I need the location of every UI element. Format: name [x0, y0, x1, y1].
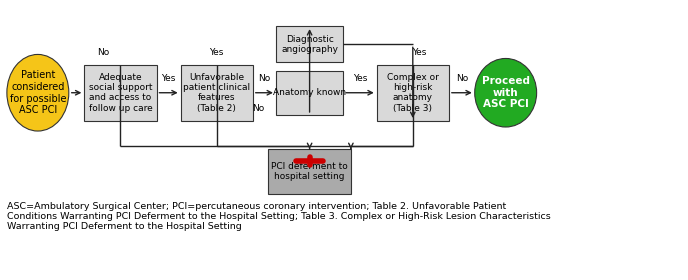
Ellipse shape [475, 59, 537, 127]
FancyBboxPatch shape [268, 149, 351, 193]
FancyBboxPatch shape [180, 64, 253, 121]
Text: Patient
considered
for possible
ASC PCI: Patient considered for possible ASC PCI [10, 70, 66, 115]
Text: Proceed
with
ASC PCI: Proceed with ASC PCI [482, 76, 530, 109]
Text: Yes: Yes [162, 74, 175, 83]
Text: Diagnostic
angiography: Diagnostic angiography [281, 35, 338, 54]
Text: Anatomy known: Anatomy known [273, 88, 346, 97]
Text: Yes: Yes [353, 74, 367, 83]
Text: PCI deferment to
hospital setting: PCI deferment to hospital setting [271, 162, 348, 181]
Text: ASC=Ambulatory Surgical Center; PCI=percutaneous coronary intervention; Table 2.: ASC=Ambulatory Surgical Center; PCI=perc… [7, 202, 550, 231]
Ellipse shape [7, 54, 69, 131]
Text: Complex or
high-risk
anatomy
(Table 3): Complex or high-risk anatomy (Table 3) [387, 73, 439, 113]
FancyBboxPatch shape [276, 26, 343, 62]
Text: Yes: Yes [413, 48, 427, 57]
Text: Unfavorable
patient clinical
features
(Table 2): Unfavorable patient clinical features (T… [183, 73, 250, 113]
FancyBboxPatch shape [276, 71, 343, 115]
Text: No: No [252, 104, 265, 113]
Text: Yes: Yes [210, 48, 224, 57]
Text: No: No [258, 74, 270, 83]
Text: Adequate
social support
and access to
follow up care: Adequate social support and access to fo… [89, 73, 152, 113]
FancyBboxPatch shape [84, 64, 156, 121]
FancyBboxPatch shape [377, 64, 449, 121]
Text: No: No [455, 74, 468, 83]
Text: No: No [97, 48, 109, 57]
